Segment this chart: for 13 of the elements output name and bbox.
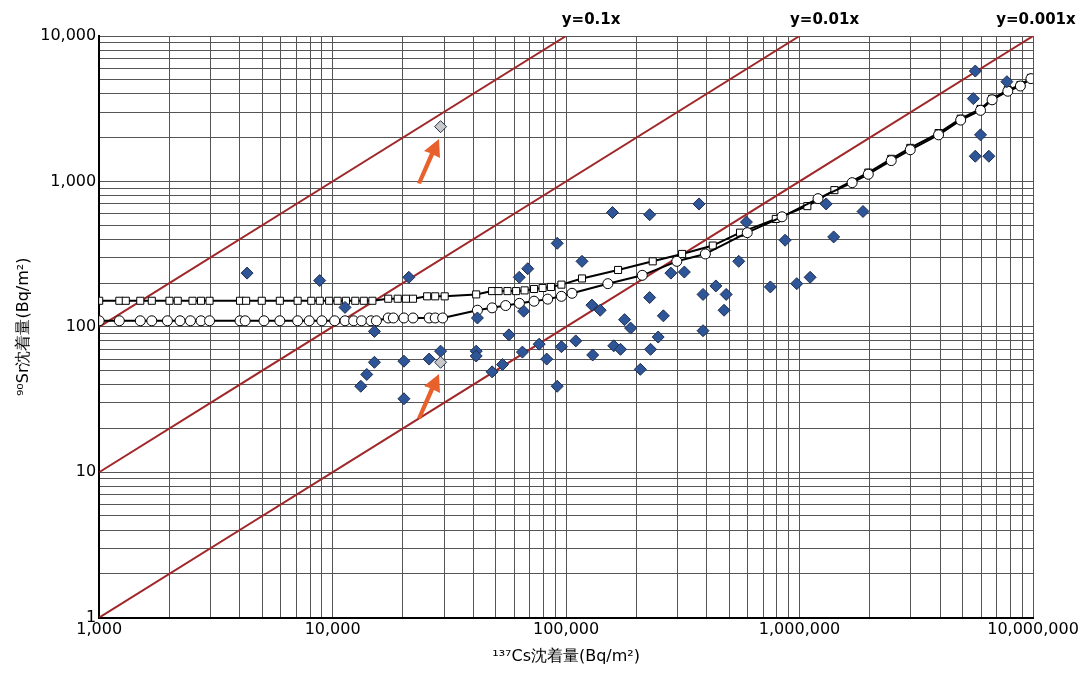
y-tick-label: 1,000 — [50, 170, 97, 190]
x-tick-label: 1,000,000 — [758, 619, 841, 639]
y-tick-label: 10 — [75, 461, 97, 481]
x-axis-title: ¹³⁷Cs沈着量(Bq/m²) — [492, 645, 640, 665]
series-label: y=0.01x — [790, 10, 860, 29]
y-axis-title: ⁹⁰Sr沈着量(Bq/m²) — [12, 257, 32, 397]
x-tick-label: 100,000 — [533, 619, 600, 639]
x-tick-label: 10,000 — [304, 619, 361, 639]
y-tick-label: 100 — [65, 315, 97, 335]
series-label: y=0.1x — [561, 10, 621, 29]
y-tick-label: 10,000 — [40, 25, 97, 45]
series-label: y=0.001x — [996, 10, 1077, 29]
x-tick-label: 10,000,000 — [987, 619, 1079, 639]
